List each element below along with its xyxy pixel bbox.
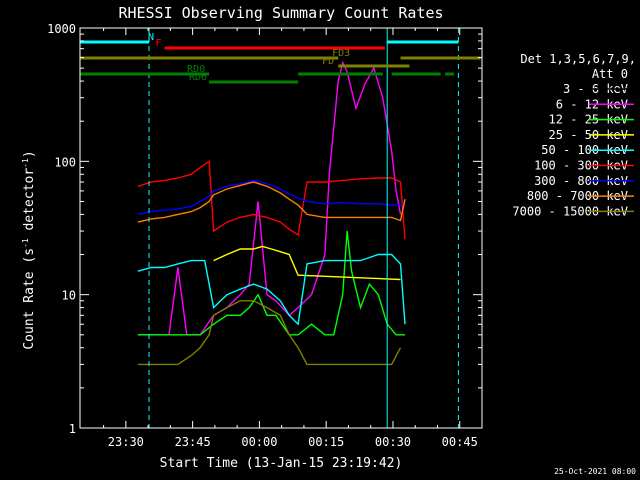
flag-label-rd0: RD0 [187, 64, 205, 75]
y-axis-label-sup2: -1 [21, 158, 30, 168]
flag-label-rd6: RD6 [189, 72, 207, 83]
legend-label-25-50-kev: 25 - 50 keV [549, 128, 628, 142]
plot-frame [79, 27, 483, 429]
flag-label-fd: FD [322, 56, 334, 67]
y-axis-label-sup1: -1 [21, 238, 30, 248]
legend-title-line-2: Att 0 [592, 67, 628, 81]
legend-label-7000-15000-kev: 7000 - 15000 keV [512, 204, 628, 218]
legend-label-800-7000-kev: 800 - 7000 keV [527, 189, 628, 203]
y-axis-label: Count Rate (s-1 detector-1) [21, 150, 37, 349]
series-line-300-800-kev [137, 179, 406, 216]
timestamp: 25-Oct-2021 08:00 [554, 467, 636, 476]
y-axis-label-main: Count Rate (s [22, 248, 37, 350]
x-tick-label: 00:00 [241, 435, 277, 449]
flag-label-n: N [148, 32, 154, 43]
legend-label-300-800-kev: 300 - 800 keV [534, 174, 628, 188]
legend-label-100-300-kev: 100 - 300 keV [534, 159, 628, 173]
x-tick-label: 23:45 [175, 435, 211, 449]
series-line-100-300-kev [137, 160, 406, 240]
series-line-800-7000-kev [137, 181, 406, 223]
y-tick-label: 10 [62, 289, 76, 303]
x-axis-label: Start Time (13-Jan-15 23:19:42) [160, 456, 403, 471]
legend-label-12-25-kev: 12 - 25 keV [549, 113, 628, 127]
x-tick-label: 23:30 [108, 435, 144, 449]
x-tick-label: 00:15 [308, 435, 344, 449]
x-tick-label: 00:30 [375, 435, 411, 449]
y-tick-label: 1 [69, 422, 76, 436]
series-layer [137, 28, 459, 428]
flag-label-fd3: FD3 [332, 48, 350, 59]
axes: 23:30 23:45 00:00 00:15 00:30 00:45 1 10 100 1000 [47, 22, 483, 449]
series-line-25-50-kev [213, 245, 401, 281]
y-tick-label: 1000 [47, 22, 76, 36]
series-line-12-25-kev [137, 231, 405, 336]
y-tick-label: 100 [54, 155, 76, 169]
series-line-7000-15000-kev [137, 300, 402, 366]
flag-label-f: F [156, 38, 162, 49]
y-axis-label-end: ) [22, 150, 37, 158]
chart-title: RHESSI Observing Summary Count Rates [118, 4, 443, 22]
y-axis-label-mid: detector [22, 168, 37, 239]
series-line-50-100-kev [137, 253, 406, 326]
x-tick-label: 00:45 [442, 435, 478, 449]
legend-title-line-1: Det 1,3,5,6,7,9, [520, 52, 636, 66]
legend-label-50-100-kev: 50 - 100 keV [541, 143, 628, 157]
